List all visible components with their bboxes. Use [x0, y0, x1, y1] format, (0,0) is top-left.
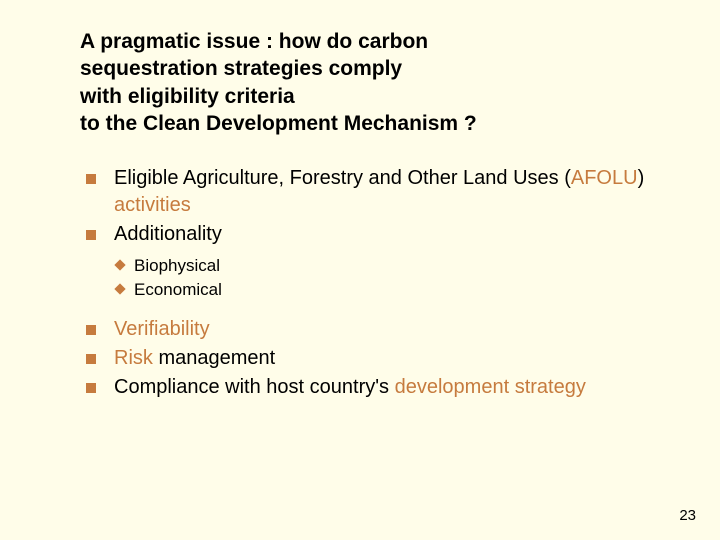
sub-bullet-list: Biophysical Economical — [80, 254, 670, 302]
bullet-3-text: Verifiability — [114, 318, 210, 340]
title-line-1: A pragmatic issue : how do carbon — [80, 30, 428, 53]
title-line-4: to the Clean Development Mechanism ? — [80, 112, 477, 135]
second-bullet-list: Verifiability Risk management Compliance… — [80, 316, 670, 401]
bullet-1-activities: activities — [114, 194, 191, 216]
sub-economical: Economical — [80, 278, 670, 302]
bullet-5-dev: development strategy — [395, 376, 586, 398]
sub-1-text: Biophysical — [134, 256, 220, 275]
main-bullet-list: Eligible Agriculture, Forestry and Other… — [80, 165, 670, 248]
bullet-1-post: ) — [638, 167, 645, 189]
bullet-5-pre: Compliance with host country's — [114, 376, 395, 398]
sub-2-text: Economical — [134, 280, 222, 299]
slide-title: A pragmatic issue : how do carbon seques… — [80, 28, 670, 137]
bullet-1-afolu: AFOLU — [571, 167, 638, 189]
bullet-additionality: Additionality — [80, 221, 670, 248]
title-line-2: sequestration strategies comply — [80, 57, 402, 80]
bullet-eligible: Eligible Agriculture, Forestry and Other… — [80, 165, 670, 219]
sub-biophysical: Biophysical — [80, 254, 670, 278]
bullet-verifiability: Verifiability — [80, 316, 670, 343]
title-line-3: with eligibility criteria — [80, 85, 295, 108]
page-number: 23 — [679, 507, 696, 524]
bullet-risk: Risk management — [80, 345, 670, 372]
slide-container: A pragmatic issue : how do carbon seques… — [0, 0, 720, 423]
bullet-2-text: Additionality — [114, 223, 222, 245]
bullet-4-risk: Risk — [114, 347, 153, 369]
bullet-1-pre: Eligible Agriculture, Forestry and Other… — [114, 167, 571, 189]
bullet-compliance: Compliance with host country's developme… — [80, 374, 670, 401]
bullet-4-rest: management — [153, 347, 275, 369]
